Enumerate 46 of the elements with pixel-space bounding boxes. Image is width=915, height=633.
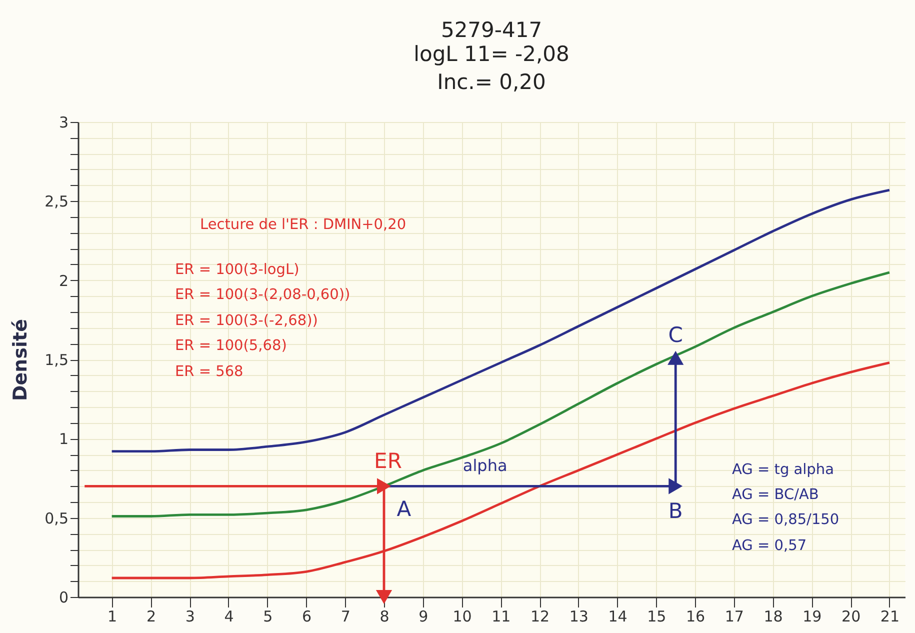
annotation: C (668, 322, 683, 347)
annotation: Lecture de l'ER : DMIN+0,20 (200, 217, 406, 233)
annotation: AG = BC/AB (732, 487, 819, 503)
annotation: AG = tg alpha (732, 462, 834, 478)
annotation: alpha (462, 456, 508, 476)
x-tick-label: 14 (608, 608, 628, 626)
x-tick-label: 9 (418, 608, 428, 626)
x-tick-label: 10 (452, 608, 472, 626)
annotation: ER = 100(3-logL) (175, 262, 300, 278)
chart-title: 5279-417 (440, 18, 542, 42)
annotation: A (396, 497, 412, 522)
x-tick-label: 20 (842, 608, 861, 626)
annotation: B (668, 499, 683, 524)
y-tick-label: 3 (58, 114, 68, 132)
annotation: AG = 0,57 (732, 538, 807, 554)
annotation: ER = 100(5,68) (175, 338, 287, 354)
x-tick-label: 12 (530, 608, 550, 626)
x-tick-label: 6 (302, 608, 312, 626)
y-tick-label: 1 (58, 430, 68, 448)
x-tick-label: 1 (108, 608, 118, 626)
annotation: ER = 100(3-(-2,68)) (175, 313, 318, 329)
x-tick-label: 2 (146, 608, 156, 626)
y-tick-label: 2 (58, 272, 68, 290)
x-tick-label: 3 (185, 608, 195, 626)
x-tick-label: 17 (724, 608, 744, 626)
x-tick-label: 19 (802, 608, 822, 626)
annotation: ER (374, 449, 402, 474)
annotation: ER = 568 (175, 364, 244, 380)
x-tick-label: 16 (686, 608, 706, 626)
x-tick-label: 5 (263, 608, 273, 626)
x-tick-label: 21 (880, 608, 900, 626)
annotation: AG = 0,85/150 (732, 512, 840, 528)
x-tick-label: 15 (647, 608, 666, 626)
y-tick-label: 0 (58, 588, 68, 606)
y-tick-label: 1,5 (44, 351, 68, 369)
y-tick-label: 0,5 (44, 509, 68, 528)
x-tick-label: 13 (569, 608, 588, 626)
x-tick-label: 4 (224, 608, 234, 626)
chart-subtitle: logL 11= -2,08 Inc.= 0,20 (414, 42, 570, 94)
x-tick-label: 8 (380, 608, 390, 626)
x-tick-label: 18 (764, 608, 783, 626)
y-axis-title: Densité (10, 319, 32, 401)
x-tick-label: 11 (492, 608, 511, 626)
annotation: ER = 100(3-(2,08-0,60)) (175, 287, 350, 303)
x-tick-label: 7 (340, 608, 350, 626)
y-tick-label: 2,5 (44, 192, 68, 211)
